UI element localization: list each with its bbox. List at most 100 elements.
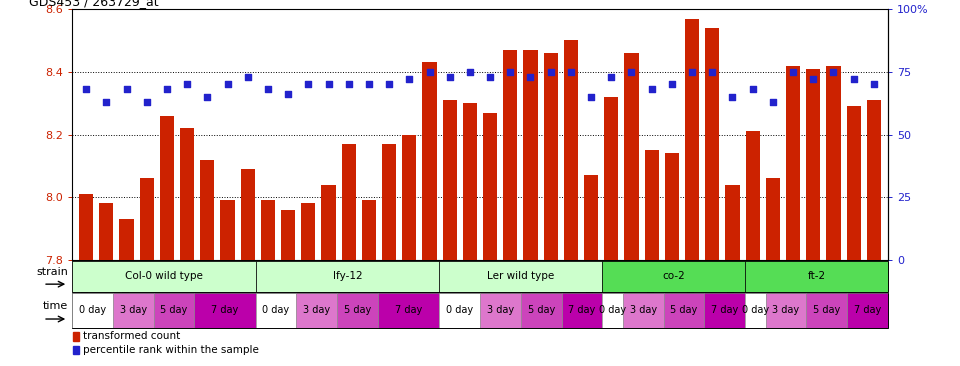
Point [280,92,296,97]
Point [745,86,760,92]
Bar [523,50,538,260]
Point [846,76,861,82]
Bar [521,293,562,328]
Point [604,74,619,80]
Bar [201,160,214,260]
Bar [745,293,766,328]
Text: co-2: co-2 [662,271,685,281]
Text: 3 day: 3 day [303,305,330,315]
Point [826,69,841,75]
Text: 3 day: 3 day [773,305,800,315]
Text: Ler wild type: Ler wild type [487,271,555,281]
Bar [603,261,745,292]
Bar [261,200,275,260]
Text: 0 day: 0 day [79,305,106,315]
Bar [337,293,378,328]
Bar [281,210,295,260]
Text: 7 day: 7 day [395,305,422,315]
Point [866,82,881,87]
Bar [564,41,578,260]
Point [624,69,639,75]
Point [260,86,276,92]
Bar [72,261,255,292]
Text: ft-2: ft-2 [807,271,826,281]
Text: 0 day: 0 day [262,305,290,315]
Bar [663,293,705,328]
Point [300,82,316,87]
Bar [402,135,417,260]
Bar [194,293,255,328]
Bar [139,178,154,260]
Bar [378,293,440,328]
Point [200,94,215,100]
Bar [786,66,800,260]
Text: 5 day: 5 day [344,305,372,315]
Point [523,74,539,80]
Text: GDS453 / 263729_at: GDS453 / 263729_at [29,0,158,8]
Text: 0 day: 0 day [599,305,626,315]
Bar [745,261,888,292]
Bar [113,293,154,328]
Text: 0 day: 0 day [742,305,769,315]
Point [381,82,396,87]
Point [725,94,740,100]
Point [664,82,680,87]
Point [483,74,498,80]
Bar [624,53,638,260]
Bar [584,175,598,260]
Bar [685,19,699,260]
Bar [99,203,113,260]
Point [785,69,801,75]
Bar [382,144,396,260]
Bar [665,153,679,260]
Bar [440,293,480,328]
Bar [297,293,337,328]
Bar [562,293,603,328]
Text: percentile rank within the sample: percentile rank within the sample [84,345,259,355]
Point [361,82,376,87]
Bar [362,200,376,260]
Text: 5 day: 5 day [813,305,840,315]
Point [765,99,780,105]
Bar [342,144,356,260]
Point [139,99,155,105]
Point [421,69,437,75]
Bar [440,261,603,292]
Bar [221,200,234,260]
Point [684,69,700,75]
Point [180,82,195,87]
Text: time: time [43,301,68,311]
Point [159,86,175,92]
Point [220,82,235,87]
Bar [766,178,780,260]
Bar [119,219,133,260]
Point [240,74,255,80]
Point [543,69,559,75]
Bar [160,116,174,260]
Point [119,86,134,92]
Bar [766,293,806,328]
Bar [463,103,477,260]
Text: 5 day: 5 day [670,305,698,315]
Point [401,76,417,82]
Text: 5 day: 5 day [160,305,187,315]
Bar [301,203,316,260]
Bar [241,169,254,260]
Point [584,94,599,100]
Point [321,82,336,87]
Bar [603,293,623,328]
Bar [848,293,888,328]
Bar [623,293,663,328]
Text: strain: strain [36,267,68,277]
Bar [73,332,79,340]
Text: lfy-12: lfy-12 [332,271,362,281]
Text: 5 day: 5 day [528,305,555,315]
Point [805,76,821,82]
Bar [79,194,93,260]
Bar [322,185,336,260]
Bar [706,28,719,260]
Bar [726,185,739,260]
Text: 3 day: 3 day [120,305,147,315]
Text: 7 day: 7 day [568,305,595,315]
Bar [255,293,297,328]
